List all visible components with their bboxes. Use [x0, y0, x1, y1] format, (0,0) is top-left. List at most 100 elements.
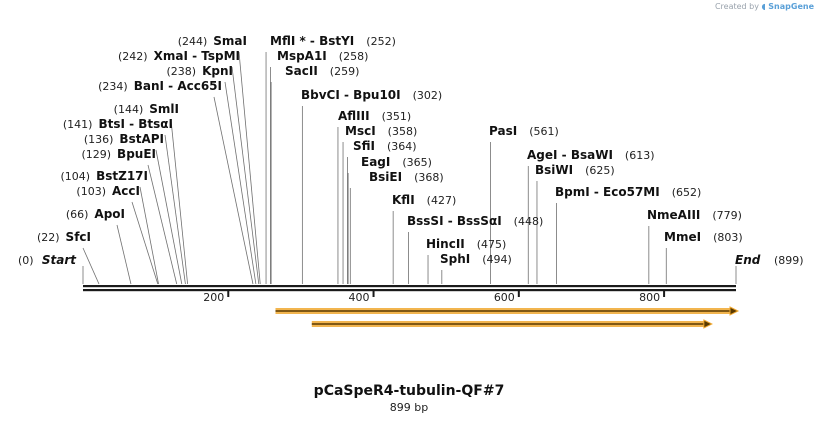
site-label[interactable]: ApoI (66)	[66, 207, 125, 221]
site-position: (613)	[625, 149, 655, 162]
site-position: (238)	[167, 65, 197, 78]
site-label[interactable]: MmeI (803)	[664, 230, 743, 244]
site-position: (358)	[388, 125, 418, 138]
site-position: (258)	[339, 50, 369, 63]
site-label[interactable]: SacII (259)	[285, 64, 359, 78]
site-position: (22)	[37, 231, 60, 244]
site-label[interactable]: BbvCI - Bpu10I (302)	[301, 88, 442, 102]
site-name: SfiI	[353, 139, 375, 153]
site-name: ApoI	[94, 207, 125, 221]
backbone-top-strand	[83, 285, 736, 288]
site-name: SmlI	[149, 102, 179, 116]
feature-arrow[interactable]	[311, 319, 713, 329]
site-label[interactable]: BsiEI (368)	[369, 170, 444, 184]
site-label[interactable]: XmaI - TspMI (242)	[118, 49, 240, 63]
site-name: AccI	[112, 184, 140, 198]
site-position: (494)	[482, 253, 512, 266]
site-name: PasI	[489, 124, 517, 138]
site-leader	[139, 186, 159, 285]
site-name: BpmI - Eco57MI	[555, 185, 660, 199]
site-position: (364)	[387, 140, 417, 153]
snapgene-logo-icon: ◖	[761, 2, 766, 11]
site-name: BssSI - BssSαI	[407, 214, 502, 228]
site-position: (66)	[66, 208, 89, 221]
site-label[interactable]: MspA1I (258)	[277, 49, 368, 63]
feature-arrowhead	[729, 306, 740, 316]
end-label: End (899)	[735, 253, 804, 267]
site-leader	[147, 164, 178, 285]
site-name: MspA1I	[277, 49, 327, 63]
site-label[interactable]: HincII (475)	[426, 237, 506, 251]
site-position: (625)	[585, 164, 615, 177]
site-label[interactable]: AflIII (351)	[338, 109, 411, 123]
site-label[interactable]: SfiI (364)	[353, 139, 417, 153]
site-position: (803)	[713, 231, 743, 244]
site-name: SfcI	[66, 230, 91, 244]
site-label[interactable]: MscI (358)	[345, 124, 417, 138]
site-labels: SfcI (22) ApoI (66) AccI (103) BstZ17I (104) Bpu…	[18, 34, 804, 267]
site-label[interactable]: EagI (365)	[361, 155, 432, 169]
site-label[interactable]: BpuEI (129)	[81, 147, 156, 161]
site-label[interactable]: PasI (561)	[489, 124, 559, 138]
construct-length: 899 bp	[389, 401, 429, 414]
site-name: BsiEI	[369, 170, 402, 184]
site-name: EagI	[361, 155, 390, 169]
site-leader	[82, 247, 100, 285]
site-name: MscI	[345, 124, 376, 138]
start-label: Start (0)	[18, 253, 77, 267]
start-position: (0)	[18, 254, 34, 267]
feature-arrows	[275, 306, 740, 329]
site-name: SacII	[285, 64, 318, 78]
site-position: (365)	[402, 156, 432, 169]
site-label[interactable]: AccI (103)	[76, 184, 140, 198]
site-label[interactable]: SfcI (22)	[37, 230, 91, 244]
end-text: End	[735, 253, 761, 267]
ruler-tick-label: 600	[494, 291, 515, 304]
site-label[interactable]: BssSI - BssSαI (448)	[407, 214, 543, 228]
site-label[interactable]: BsiWI (625)	[535, 163, 615, 177]
site-position: (779)	[712, 209, 742, 222]
site-leader	[131, 201, 159, 285]
site-label[interactable]: SphI (494)	[440, 252, 512, 266]
site-label[interactable]: BanI - Acc65I (234)	[98, 79, 222, 93]
site-label[interactable]: NmeAIII (779)	[647, 208, 742, 222]
site-name: AgeI - BsaWI	[527, 148, 613, 162]
site-leader	[155, 149, 183, 285]
ruler-tick	[663, 291, 666, 297]
site-label[interactable]: MflI * - BstYI (252)	[270, 34, 396, 48]
site-position: (475)	[477, 238, 507, 251]
site-label[interactable]: BstAPI (136)	[84, 132, 164, 146]
ruler-tick	[227, 291, 230, 297]
site-position: (244)	[178, 35, 208, 48]
site-name: MmeI	[664, 230, 701, 244]
ruler-ticks: 200 400 600 800	[203, 291, 666, 304]
ruler-tick	[372, 291, 375, 297]
site-name: BstZ17I	[96, 169, 148, 183]
site-position: (136)	[84, 133, 114, 146]
site-position: (242)	[118, 50, 148, 63]
site-label[interactable]: SmlI (144)	[114, 102, 179, 116]
site-name: BanI - Acc65I	[134, 79, 222, 93]
site-leader	[116, 224, 132, 285]
site-label[interactable]: BstZ17I (104)	[61, 169, 148, 183]
leader-lines	[82, 51, 737, 285]
sequence-backbone	[83, 285, 736, 292]
snapgene-credit: Created by ◖ SnapGene	[715, 2, 814, 11]
site-label[interactable]: SmaI (244)	[178, 34, 247, 48]
site-leader	[231, 66, 260, 285]
site-label[interactable]: AgeI - BsaWI (613)	[527, 148, 655, 162]
start-text: Start	[42, 253, 77, 267]
site-leader	[224, 81, 257, 285]
site-name: NmeAIII	[647, 208, 700, 222]
site-label[interactable]: BpmI - Eco57MI (652)	[555, 185, 701, 199]
site-position: (252)	[366, 35, 396, 48]
site-label[interactable]: KpnI (238)	[167, 64, 234, 78]
site-leader	[170, 119, 188, 285]
feature-arrow[interactable]	[275, 306, 740, 316]
site-label[interactable]: KflI (427)	[392, 193, 456, 207]
construct-name: pCaSpeR4-tubulin-QF#7	[313, 383, 505, 399]
site-name: HincII	[426, 237, 465, 251]
site-position: (351)	[382, 110, 412, 123]
site-label[interactable]: BtsI - BtsαI (141)	[63, 117, 173, 131]
ruler-tick	[517, 291, 520, 297]
